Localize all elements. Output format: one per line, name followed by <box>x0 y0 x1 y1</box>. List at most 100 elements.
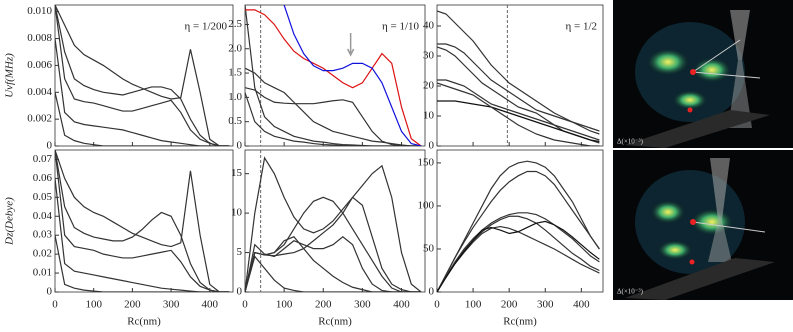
y-tick-label: 0.05 <box>33 191 53 203</box>
lobe <box>692 57 732 83</box>
y-tick-label: 0.02 <box>33 248 52 260</box>
x-tick-label: 100 <box>276 299 293 311</box>
y-axis-label: Uvf(MHz) <box>4 53 16 98</box>
x-tick-label: 0 <box>52 299 58 311</box>
dot <box>690 69 696 75</box>
y-tick-label: 0 <box>237 140 243 152</box>
image-label: Δ(×10⁻³) <box>617 288 644 296</box>
y-tick-label: 1.5 <box>228 67 242 79</box>
curve <box>437 170 600 292</box>
y-tick-label: 20 <box>423 80 435 92</box>
dot <box>687 107 693 113</box>
curve <box>437 79 600 141</box>
curve <box>55 5 230 146</box>
curve <box>55 150 230 292</box>
curve <box>245 92 422 146</box>
arrow <box>346 33 355 57</box>
plot-frame <box>436 4 604 147</box>
lobe <box>646 48 690 76</box>
y-tick-label: 0.01 <box>33 267 52 279</box>
annotation: η = 1/10 <box>382 21 420 33</box>
x-tick-label: 100 <box>85 299 102 311</box>
y-tick-label: 40 <box>423 20 435 32</box>
curve <box>437 100 600 143</box>
y-tick-label: 50 <box>423 243 435 255</box>
curve <box>437 82 600 146</box>
x-tick-label: 200 <box>124 299 141 311</box>
y-tick-label: 0 <box>47 286 53 298</box>
y-tick-label: 0.06 <box>33 172 53 184</box>
curve <box>245 236 422 292</box>
curve <box>437 46 600 144</box>
x-tick-label: 0 <box>434 299 440 311</box>
x-tick-label: 400 <box>573 299 590 311</box>
y-tick-label: 1.0 <box>228 91 242 103</box>
y-tick-label: 0.07 <box>33 153 53 165</box>
curve <box>55 178 230 292</box>
curve <box>437 215 600 292</box>
y-tick-label: 2.0 <box>228 42 242 54</box>
y-tick-label: 0.002 <box>27 113 52 125</box>
curve <box>245 255 422 292</box>
curve <box>245 156 422 292</box>
x-tick-label: 300 <box>163 299 180 311</box>
y-tick-label: 10 <box>231 207 243 219</box>
curve <box>245 87 422 146</box>
x-tick-label: 0 <box>242 299 248 311</box>
y-tick-label: 0 <box>429 286 435 298</box>
y-tick-label: 100 <box>418 199 435 211</box>
y-tick-label: 5 <box>237 246 243 258</box>
curve <box>55 5 230 146</box>
x-tick-label: 100 <box>465 299 482 311</box>
curve <box>55 150 230 292</box>
curve <box>245 164 422 292</box>
plot-frame <box>436 149 604 293</box>
dot <box>689 259 695 265</box>
x-axis-label: Rc(nm) <box>127 316 161 328</box>
curve <box>437 43 600 132</box>
curve <box>245 67 422 146</box>
curve <box>245 236 422 292</box>
curve <box>245 5 422 146</box>
curve <box>55 150 230 292</box>
plot-frame <box>54 149 234 293</box>
curve <box>55 92 230 146</box>
curve <box>55 38 230 146</box>
curve <box>55 5 230 146</box>
y-tick-label: 0.04 <box>33 210 53 222</box>
x-tick-label: 300 <box>537 299 554 311</box>
lobe <box>672 90 708 110</box>
plot-frame <box>244 4 426 147</box>
x-tick-label: 400 <box>393 299 410 311</box>
y-tick-label: 0 <box>429 140 435 152</box>
y-tick-label: 2.5 <box>228 18 242 30</box>
lobe <box>657 240 693 260</box>
x-axis-label: Rc(nm) <box>318 316 352 328</box>
curve <box>245 9 422 146</box>
curve <box>437 160 600 292</box>
cone <box>708 220 732 262</box>
curve <box>437 212 600 292</box>
dot <box>690 219 696 225</box>
image-label: Δ(×10⁻³) <box>617 138 644 146</box>
y-tick-label: 0.03 <box>33 229 53 241</box>
plot-frame <box>244 149 426 293</box>
axis-line <box>692 71 761 79</box>
render-top: Δ(×10⁻³) <box>613 0 793 148</box>
annotation: η = 1/200 <box>184 21 227 33</box>
lobe <box>650 200 686 224</box>
cone <box>710 158 730 220</box>
curve <box>55 235 230 292</box>
axis-line <box>692 39 741 73</box>
y-tick-label: 150 <box>418 156 435 168</box>
y-tick-label: 0.006 <box>27 59 52 71</box>
y-tick-label: 0 <box>237 286 243 298</box>
y-tick-label: 0.008 <box>27 32 52 44</box>
y-tick-label: 0.010 <box>27 5 52 17</box>
x-tick-label: 200 <box>501 299 518 311</box>
x-tick-label: 400 <box>202 299 219 311</box>
curve <box>437 225 600 292</box>
y-tick-label: 10 <box>423 110 435 122</box>
curve <box>283 5 422 146</box>
